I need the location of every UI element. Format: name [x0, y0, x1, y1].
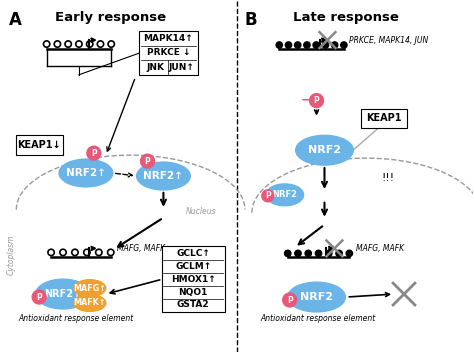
Circle shape: [322, 42, 328, 48]
FancyBboxPatch shape: [139, 31, 198, 75]
Circle shape: [315, 250, 322, 257]
Text: NRF2: NRF2: [308, 145, 341, 155]
Text: NRF2↑: NRF2↑: [45, 289, 82, 299]
Ellipse shape: [296, 135, 353, 165]
Circle shape: [284, 250, 291, 257]
Circle shape: [310, 94, 323, 108]
Text: JUN↑: JUN↑: [168, 63, 194, 72]
Circle shape: [346, 250, 353, 257]
Circle shape: [341, 42, 347, 48]
Text: NRF2↑: NRF2↑: [144, 171, 183, 181]
Text: P: P: [36, 293, 42, 301]
Text: PRKCE ↓: PRKCE ↓: [146, 48, 190, 58]
Text: GSTA2: GSTA2: [177, 300, 210, 310]
Text: NRF2↑: NRF2↑: [66, 168, 106, 178]
Text: B: B: [245, 11, 257, 29]
Text: KEAP1↓: KEAP1↓: [18, 140, 61, 150]
Ellipse shape: [74, 280, 106, 297]
Circle shape: [326, 250, 332, 257]
Text: P: P: [145, 157, 150, 166]
Text: !!!: !!!: [382, 173, 395, 183]
Ellipse shape: [74, 294, 106, 311]
Text: A: A: [9, 11, 22, 29]
Text: MAFG↑: MAFG↑: [73, 283, 106, 293]
Circle shape: [313, 42, 319, 48]
Text: P: P: [314, 96, 319, 105]
Circle shape: [276, 42, 283, 48]
Text: Antioxidant response element: Antioxidant response element: [261, 315, 376, 323]
FancyBboxPatch shape: [361, 108, 408, 128]
Circle shape: [295, 250, 301, 257]
Text: P: P: [287, 295, 292, 305]
Text: NRF2: NRF2: [300, 292, 333, 302]
Circle shape: [336, 250, 342, 257]
Circle shape: [285, 42, 292, 48]
Ellipse shape: [137, 162, 190, 190]
Text: NQO1: NQO1: [179, 288, 208, 297]
Text: P: P: [91, 149, 97, 158]
Text: Antioxidant response element: Antioxidant response element: [18, 315, 134, 323]
Text: GCLC↑: GCLC↑: [176, 249, 210, 258]
Ellipse shape: [266, 184, 304, 206]
Text: MAFK↑: MAFK↑: [73, 299, 106, 307]
FancyBboxPatch shape: [162, 246, 225, 312]
Text: Cytoplasm: Cytoplasm: [7, 234, 16, 275]
Text: HMOX1↑: HMOX1↑: [171, 275, 216, 284]
Circle shape: [305, 250, 311, 257]
Text: Early response: Early response: [55, 11, 166, 24]
Ellipse shape: [288, 282, 346, 312]
Circle shape: [283, 293, 297, 307]
FancyBboxPatch shape: [16, 135, 63, 155]
Text: −: −: [301, 93, 311, 106]
Text: P: P: [265, 191, 271, 201]
Text: NRF2: NRF2: [272, 190, 297, 199]
Circle shape: [304, 42, 310, 48]
Circle shape: [262, 190, 274, 202]
Text: MAPK14↑: MAPK14↑: [144, 34, 193, 43]
Circle shape: [294, 42, 301, 48]
Text: MAFG, MAFK: MAFG, MAFK: [356, 244, 404, 253]
Text: GCLM↑: GCLM↑: [175, 262, 211, 271]
Text: MAFG, MAFK: MAFG, MAFK: [117, 244, 165, 253]
Text: Nucleus: Nucleus: [185, 207, 216, 216]
Text: Late response: Late response: [293, 11, 399, 24]
Circle shape: [87, 146, 101, 160]
Ellipse shape: [59, 159, 113, 187]
Circle shape: [32, 290, 46, 304]
Circle shape: [141, 154, 155, 168]
Text: KEAP1: KEAP1: [366, 113, 402, 124]
Circle shape: [331, 42, 338, 48]
Text: JNK: JNK: [146, 63, 164, 72]
Ellipse shape: [36, 279, 91, 309]
Text: PRKCE, MAPK14, JUN: PRKCE, MAPK14, JUN: [349, 36, 428, 44]
